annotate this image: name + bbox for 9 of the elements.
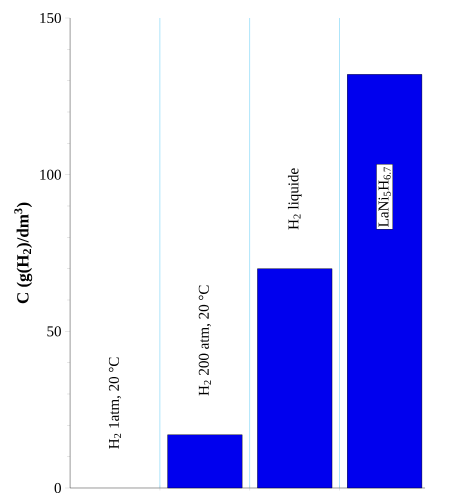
x-tick-label: H$_{2}$ 200 atm, 20 °C <box>198 285 212 396</box>
y-tick-label: 0 <box>54 482 61 494</box>
x-tick-label: LaNi$_{5}$H$_{6.7}$ <box>378 167 391 227</box>
x-tick-label: H$_{2}$ liquide <box>288 168 302 230</box>
x-tick-label: H$_{2}$ 1atm, 20 °C <box>108 357 122 449</box>
y-axis-title: C (g(H$_{2}$)/dm$^{3}$) <box>14 202 32 304</box>
y-tick-label: 150 <box>40 12 61 24</box>
y-tick-label: 100 <box>40 170 61 180</box>
y-tick-label: 50 <box>47 326 61 336</box>
